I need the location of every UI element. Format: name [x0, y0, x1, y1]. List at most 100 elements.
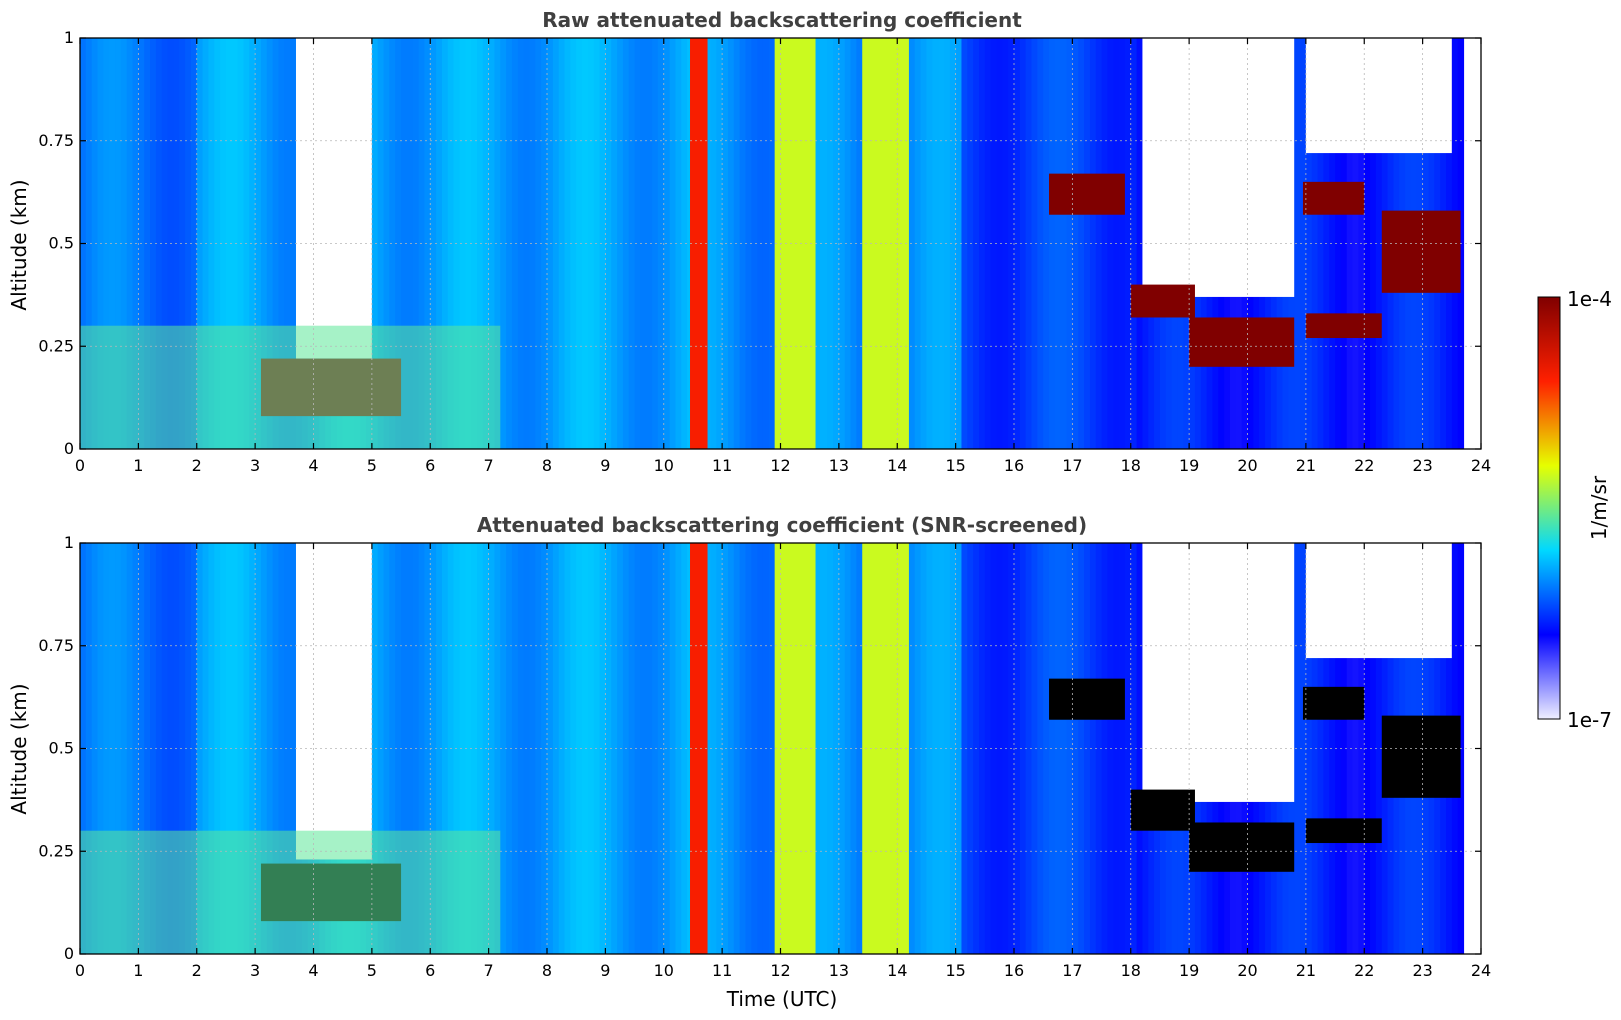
screened-gridlines [80, 543, 1481, 954]
background-cell [1329, 543, 1336, 954]
background-cell [640, 38, 647, 449]
feature-high [1130, 284, 1195, 318]
background-cell [1060, 38, 1068, 449]
background-cell [1049, 38, 1056, 449]
x-tick-label: 22 [1354, 456, 1374, 475]
x-tick-label: 5 [367, 961, 377, 980]
screened-plot-frame [79, 542, 1482, 955]
x-tick-label: 8 [542, 961, 552, 980]
background-cell [1305, 543, 1313, 954]
background-cell [745, 38, 752, 449]
background-cell [115, 543, 122, 954]
x-tick-label: 9 [600, 961, 610, 980]
background-cell [161, 543, 169, 954]
background-cell [459, 543, 466, 954]
background-cell [255, 38, 262, 449]
background-cell [681, 543, 688, 954]
background-cell [576, 543, 583, 954]
x-tick-label: 15 [945, 961, 965, 980]
background-cell [570, 543, 577, 954]
background-cell [395, 543, 402, 954]
x-tick-label: 5 [367, 456, 377, 475]
background-cell [465, 38, 472, 449]
x-tick-label: 17 [1062, 961, 1082, 980]
background-cell [856, 38, 863, 449]
background-cell [1089, 543, 1097, 954]
background-cell [471, 38, 478, 449]
background-cell [570, 38, 577, 449]
background-cell [91, 38, 99, 449]
background-cell [576, 38, 583, 449]
background-cell [471, 543, 478, 954]
background-cell [844, 543, 852, 954]
x-tick-label: 19 [1179, 456, 1199, 475]
background-cell [541, 543, 548, 954]
x-tick-label: 3 [250, 961, 260, 980]
background-cell [669, 543, 677, 954]
x-tick-label: 22 [1354, 961, 1374, 980]
background-cell [1124, 38, 1132, 449]
feature-screened [1189, 822, 1295, 872]
x-tick-label: 0 [75, 456, 85, 475]
background-cell [395, 38, 402, 449]
raw-panel-ylabel: Altitude (km) [7, 179, 31, 310]
y-tick-label: 0.5 [49, 739, 74, 758]
background-cell [1049, 543, 1056, 954]
colorbar-gradient [1537, 296, 1561, 720]
background-cell [220, 38, 227, 449]
screened-x-ticks: 0 1 2 3 4 5 6 7 8 9 10 11 12 13 14 15 16 17 18 19 20 21 22 23 24 [75, 543, 1491, 980]
background-cell [541, 38, 548, 449]
x-tick-label: 12 [770, 456, 790, 475]
x-tick-label: 3 [250, 456, 260, 475]
background-cell [1095, 38, 1103, 449]
background-cell [646, 38, 653, 449]
raw-x-ticks: 0 1 2 3 4 5 6 7 8 9 10 11 12 13 14 15 16 17 18 19 20 21 22 23 24 [75, 38, 1491, 475]
background-cell [190, 543, 198, 954]
background-cell [290, 38, 297, 449]
feature-missing [1142, 543, 1295, 802]
background-cell [704, 543, 712, 954]
background-cell [850, 38, 857, 449]
background-cell [1101, 543, 1108, 954]
background-cell [768, 38, 776, 449]
background-cell [716, 38, 723, 449]
background-cell [599, 38, 606, 449]
x-tick-label: 19 [1179, 961, 1199, 980]
background-cell [1335, 38, 1342, 449]
background-cell [605, 38, 612, 449]
background-cell [535, 38, 542, 449]
x-tick-label: 6 [425, 961, 435, 980]
x-tick-label: 21 [1296, 961, 1316, 980]
feature-moderate [80, 830, 501, 954]
background-cell [1136, 38, 1144, 449]
x-tick-label: 13 [829, 961, 849, 980]
colorbar-unit-label: 1/m/sr [1587, 475, 1611, 540]
background-cell [430, 543, 437, 954]
background-cell [1300, 543, 1307, 954]
background-cell [1294, 543, 1301, 954]
background-cell [255, 543, 262, 954]
screened-backscatter-panel: Attenuated backscattering coefficient (S… [7, 513, 1491, 1011]
background-cell [984, 38, 992, 449]
background-cell [815, 543, 822, 954]
x-tick-label: 12 [770, 961, 790, 980]
background-cell [908, 38, 916, 449]
x-tick-label: 21 [1296, 456, 1316, 475]
y-tick-label: 0.25 [38, 841, 74, 860]
background-cell [1346, 38, 1354, 449]
background-cell [401, 38, 408, 449]
screened-panel-ylabel: Altitude (km) [7, 683, 31, 814]
x-tick-label: 11 [712, 961, 732, 980]
background-cell [955, 38, 963, 449]
background-cell [91, 543, 99, 954]
background-cell [424, 38, 431, 449]
background-cell [185, 38, 192, 449]
background-cell [739, 38, 747, 449]
y-tick-label: 0 [64, 944, 74, 963]
x-tick-label: 1 [133, 961, 143, 980]
x-tick-label: 11 [712, 456, 732, 475]
background-cell [914, 543, 922, 954]
raw-backscatter-panel: Raw attenuated backscattering coefficien… [7, 8, 1491, 475]
colorbar-min-label: 1e-7 [1567, 708, 1612, 732]
